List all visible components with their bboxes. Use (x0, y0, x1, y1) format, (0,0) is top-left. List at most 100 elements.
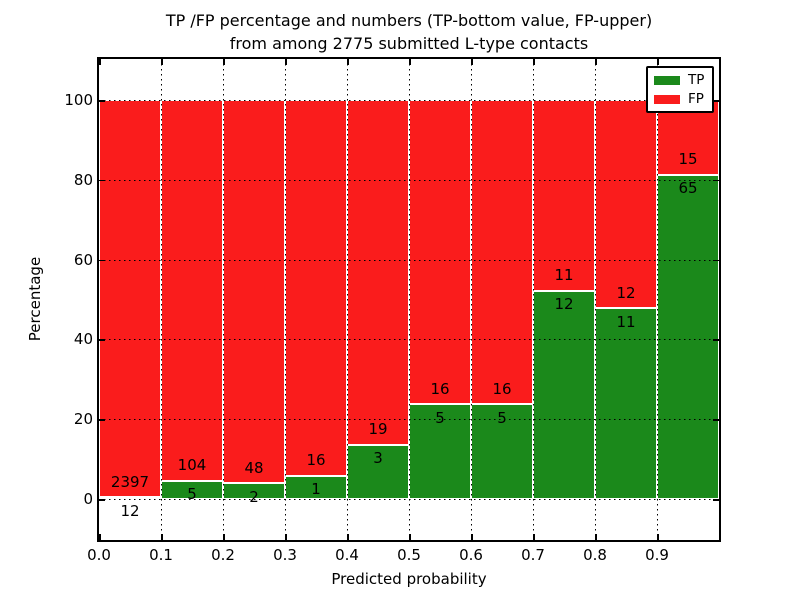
y-tick-mark (99, 179, 105, 182)
bar-segment-fp (223, 100, 285, 484)
chart-title-line2: from among 2775 submitted L-type contact… (229, 34, 589, 53)
x-tick-mark (223, 59, 225, 65)
y-tick-mark (99, 419, 105, 421)
tp-count-label: 5 (497, 408, 507, 427)
v-gridline (285, 59, 286, 540)
x-tick-label: 0.5 (397, 546, 421, 564)
bar-segment-fp (285, 100, 347, 476)
legend-item-fp: FP (654, 92, 712, 106)
x-tick-mark (285, 59, 287, 65)
x-tick-mark (409, 534, 411, 540)
legend-item-tp: TP (654, 73, 712, 87)
y-tick-mark (713, 419, 719, 421)
fp-count-label: 16 (430, 379, 450, 398)
fp-count-label: 19 (368, 420, 388, 439)
bar-segment-fp (409, 100, 471, 404)
x-tick-mark (99, 534, 101, 540)
tp-count-label: 2 (249, 487, 259, 506)
y-tick-label: 0 (83, 490, 93, 508)
x-tick-label: 0.8 (583, 546, 607, 564)
v-gridline (409, 59, 410, 540)
x-tick-label: 0.3 (273, 546, 297, 564)
x-tick-mark (533, 534, 535, 540)
x-axis-label: Predicted probability (331, 570, 487, 588)
y-tick-label: 60 (73, 250, 93, 269)
legend-swatch-tp (654, 75, 680, 85)
v-gridline (471, 59, 472, 540)
x-tick-mark (161, 534, 163, 540)
legend-label-tp: TP (688, 72, 705, 88)
v-gridline (347, 59, 348, 540)
tp-count-label: 5 (187, 485, 197, 504)
bar-segment-fp (595, 100, 657, 309)
y-tick-mark (99, 100, 105, 102)
tp-count-label: 1 (311, 480, 321, 499)
x-tick-mark (657, 534, 659, 540)
bar-segment-fp (161, 100, 223, 481)
bar-segment-tp (595, 308, 657, 499)
legend-swatch-fp (654, 94, 680, 104)
tp-count-label: 12 (554, 295, 574, 314)
v-gridline (223, 59, 224, 540)
x-tick-mark (347, 59, 349, 65)
tp-count-label: 3 (373, 449, 383, 468)
y-tick-mark (713, 100, 719, 102)
bar-segment-tp (657, 174, 719, 499)
x-tick-mark (471, 59, 473, 65)
x-tick-mark (285, 534, 287, 540)
fp-count-label: 48 (244, 458, 264, 477)
y-tick-mark (99, 339, 105, 341)
plot-area: 2397 12 104 5 48 2 16 1 19 3 16 5 16 5 11 12 12 11 15 65 (97, 57, 721, 542)
y-axis-label: Percentage (26, 256, 44, 342)
v-gridline (657, 59, 658, 540)
v-gridline (533, 59, 534, 540)
x-tick-mark (657, 59, 659, 65)
x-tick-label: 0.7 (521, 546, 545, 564)
x-tick-mark (533, 59, 535, 65)
fp-count-label: 16 (492, 379, 512, 398)
x-tick-mark (223, 534, 225, 540)
x-tick-label: 0.1 (149, 546, 173, 564)
fp-count-label: 15 (678, 150, 698, 169)
bar-segment-fp (347, 100, 409, 445)
bar-segment-fp (471, 100, 533, 404)
tp-count-label: 11 (616, 312, 636, 331)
y-tick-mark (99, 499, 105, 501)
x-tick-label: 0.2 (211, 546, 235, 564)
fp-count-label: 12 (616, 283, 636, 302)
chart-title: TP /FP percentage and numbers (TP-bottom… (99, 9, 719, 55)
v-gridline (595, 59, 596, 540)
tp-count-label: 65 (678, 179, 698, 198)
x-tick-label: 0.9 (645, 546, 669, 564)
y-tick-mark (99, 259, 105, 262)
legend: TP FP (646, 66, 714, 113)
fp-count-label: 2397 (110, 472, 150, 491)
fp-count-label: 11 (554, 266, 574, 285)
bar-segment-tp (347, 444, 409, 499)
x-tick-mark (99, 59, 101, 65)
tp-count-label: 12 (120, 501, 140, 520)
y-tick-mark (713, 339, 719, 341)
x-tick-mark (595, 534, 597, 540)
x-tick-mark (595, 59, 597, 65)
bar-segment-fp (99, 100, 161, 497)
y-tick-label: 40 (73, 330, 93, 349)
x-tick-mark (161, 59, 163, 65)
x-tick-mark (409, 59, 411, 65)
bar-segment-tp (99, 497, 161, 499)
x-tick-label: 0.6 (459, 546, 483, 564)
fp-count-label: 104 (177, 456, 207, 475)
y-tick-mark (713, 259, 719, 262)
y-tick-label: 20 (73, 410, 93, 429)
y-tick-label: 80 (73, 170, 93, 189)
v-gridline (161, 59, 162, 540)
legend-label-fp: FP (688, 91, 704, 107)
chart-title-line1: TP /FP percentage and numbers (TP-bottom… (165, 11, 653, 30)
fp-count-label: 16 (306, 451, 326, 470)
bar-segment-fp (533, 100, 595, 291)
x-tick-mark (471, 534, 473, 540)
x-tick-mark (347, 534, 349, 540)
x-tick-label: 0.0 (87, 546, 111, 564)
y-tick-mark (713, 179, 719, 182)
